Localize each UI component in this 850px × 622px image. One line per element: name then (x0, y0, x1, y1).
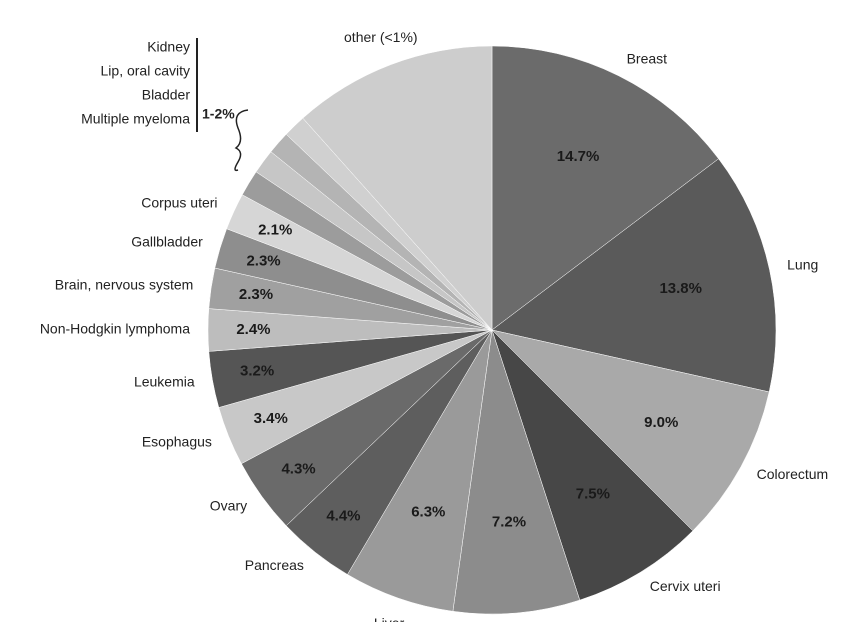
category-label: Non-Hodgkin lymphoma (40, 321, 190, 337)
pie-slice (491, 329, 770, 532)
category-label: Liver (374, 615, 405, 622)
value-label: 7.2% (492, 513, 526, 530)
group-brace (234, 109, 249, 172)
category-label: Kidney (147, 39, 190, 55)
category-label: Gallbladder (131, 234, 203, 250)
category-label: Bladder (142, 87, 191, 103)
value-label: 3.4% (254, 410, 288, 427)
value-label: 4.3% (281, 461, 315, 478)
category-label: Lip, oral cavity (101, 63, 190, 79)
value-label: 7.5% (576, 486, 610, 503)
category-label: Cervix uteri (650, 578, 721, 594)
pie-slice (491, 158, 777, 393)
value-label: 2.3% (239, 286, 273, 303)
pie-slice (491, 329, 694, 601)
value-label: 4.4% (326, 508, 360, 525)
pie-slice (491, 45, 719, 331)
category-label: Lung (787, 257, 818, 273)
category-label: Brain, nervous system (55, 276, 194, 292)
pie-slice (302, 45, 493, 331)
value-label: 6.3% (411, 503, 445, 520)
group-annotation: 1-2% (202, 106, 235, 122)
value-label: 3.2% (240, 363, 274, 380)
pie-slice (347, 329, 493, 612)
category-label: Leukemia (134, 374, 195, 390)
category-label: Ovary (210, 497, 247, 513)
category-label: Pancreas (245, 557, 304, 573)
value-label: 2.1% (258, 221, 292, 238)
value-label: 14.7% (557, 148, 600, 165)
value-label: 2.4% (236, 321, 270, 338)
pie-slice (452, 329, 581, 615)
value-label: 9.0% (644, 414, 678, 431)
value-label: 13.8% (659, 280, 702, 297)
category-label: Breast (627, 50, 668, 66)
value-label: 2.3% (246, 252, 280, 269)
category-label: Multiple myeloma (81, 111, 190, 127)
category-label: other (<1%) (344, 29, 418, 45)
category-label: Colorectum (757, 466, 829, 482)
category-label: Esophagus (142, 434, 212, 450)
category-label: Corpus uteri (141, 195, 217, 211)
